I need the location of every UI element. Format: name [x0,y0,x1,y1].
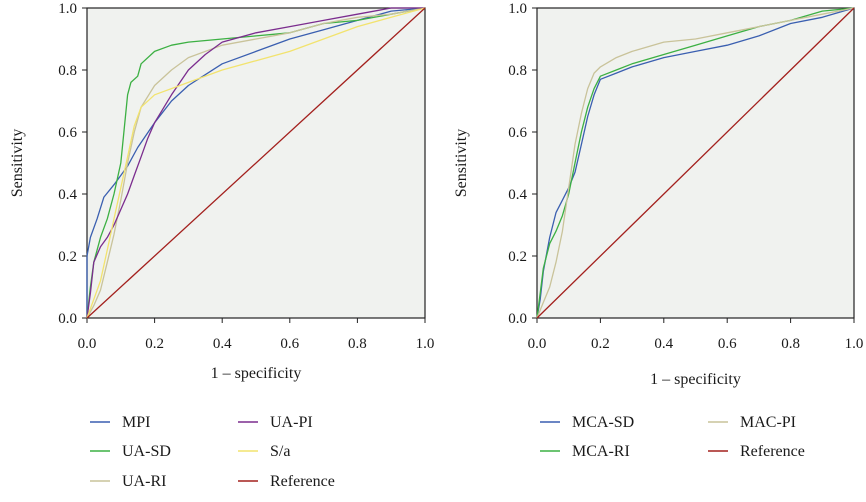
legend-label: UA-SD [122,443,171,460]
x-tick-label: 0.2 [591,336,610,352]
y-tick-label: 1.0 [508,1,527,17]
x-tick-label: 0.4 [654,336,673,352]
x-tick-label: 1.0 [416,336,435,352]
y-tick-label: 0.4 [508,187,527,203]
x-axis-title: 1 – specificity [650,371,741,388]
y-tick-label: 0.8 [508,63,527,79]
y-axis-title: Sensitivity [9,129,26,197]
y-tick-label: 0.2 [58,249,77,265]
series-line-s-a [86,7,426,319]
x-tick-label: 1.0 [845,336,864,352]
x-tick-label: 0.2 [145,336,164,352]
legend-label: MCA-SD [572,414,634,431]
legend-label: Reference [740,443,805,460]
legend-label: S/a [270,443,290,460]
legend: MPI UA-SD UA-RI UA-PI S/a Reference [90,414,335,490]
series-line-mpi [86,7,426,318]
series-line-ua-pi [86,7,425,319]
x-tick-label: 0.0 [78,336,97,352]
legend-label: Reference [270,473,335,490]
y-tick-label: 0.0 [58,311,77,327]
x-tick-label: 0.4 [213,336,232,352]
series-line-mca-ri [536,7,855,319]
x-tick-label: 0.6 [280,336,299,352]
series-line-reference [536,7,855,319]
y-axis-title: Sensitivity [453,129,470,197]
legend-label: MAC-PI [740,414,796,431]
x-tick-label: 0.0 [528,336,547,352]
y-tick-label: 0.6 [58,125,77,141]
series-line-mca-sd [536,7,855,319]
y-tick-label: 1.0 [58,1,77,17]
y-tick-label: 0.6 [508,125,527,141]
series-line-mac-pi [536,7,855,319]
legend-label: MPI [122,414,150,431]
x-tick-label: 0.8 [781,336,800,352]
series-line-ua-ri [86,7,426,319]
series-line-reference [86,7,426,319]
legend-label: UA-RI [122,473,166,490]
roc-chart-1: 0.0 0.2 0.4 0.6 0.8 1.0 0.0 0.2 0.4 0.6 0.8 1.0 1 – … [9,1,434,490]
x-axis-title: 1 – specificity [211,365,302,382]
legend: MCA-SD MCA-RI MAC-PI Reference [540,414,805,460]
x-tick-label: 0.8 [348,336,367,352]
x-tick-label: 0.6 [718,336,737,352]
legend-label: UA-PI [270,414,313,431]
legend-label: MCA-RI [572,443,630,460]
roc-chart-2: 0.0 0.2 0.4 0.6 0.8 1.0 0.0 0.2 0.4 0.6 0.8 1.0 1 – … [453,1,863,460]
y-tick-label: 0.0 [508,311,527,327]
y-tick-label: 0.4 [58,187,77,203]
y-tick-label: 0.8 [58,63,77,79]
y-tick-label: 0.2 [508,249,527,265]
